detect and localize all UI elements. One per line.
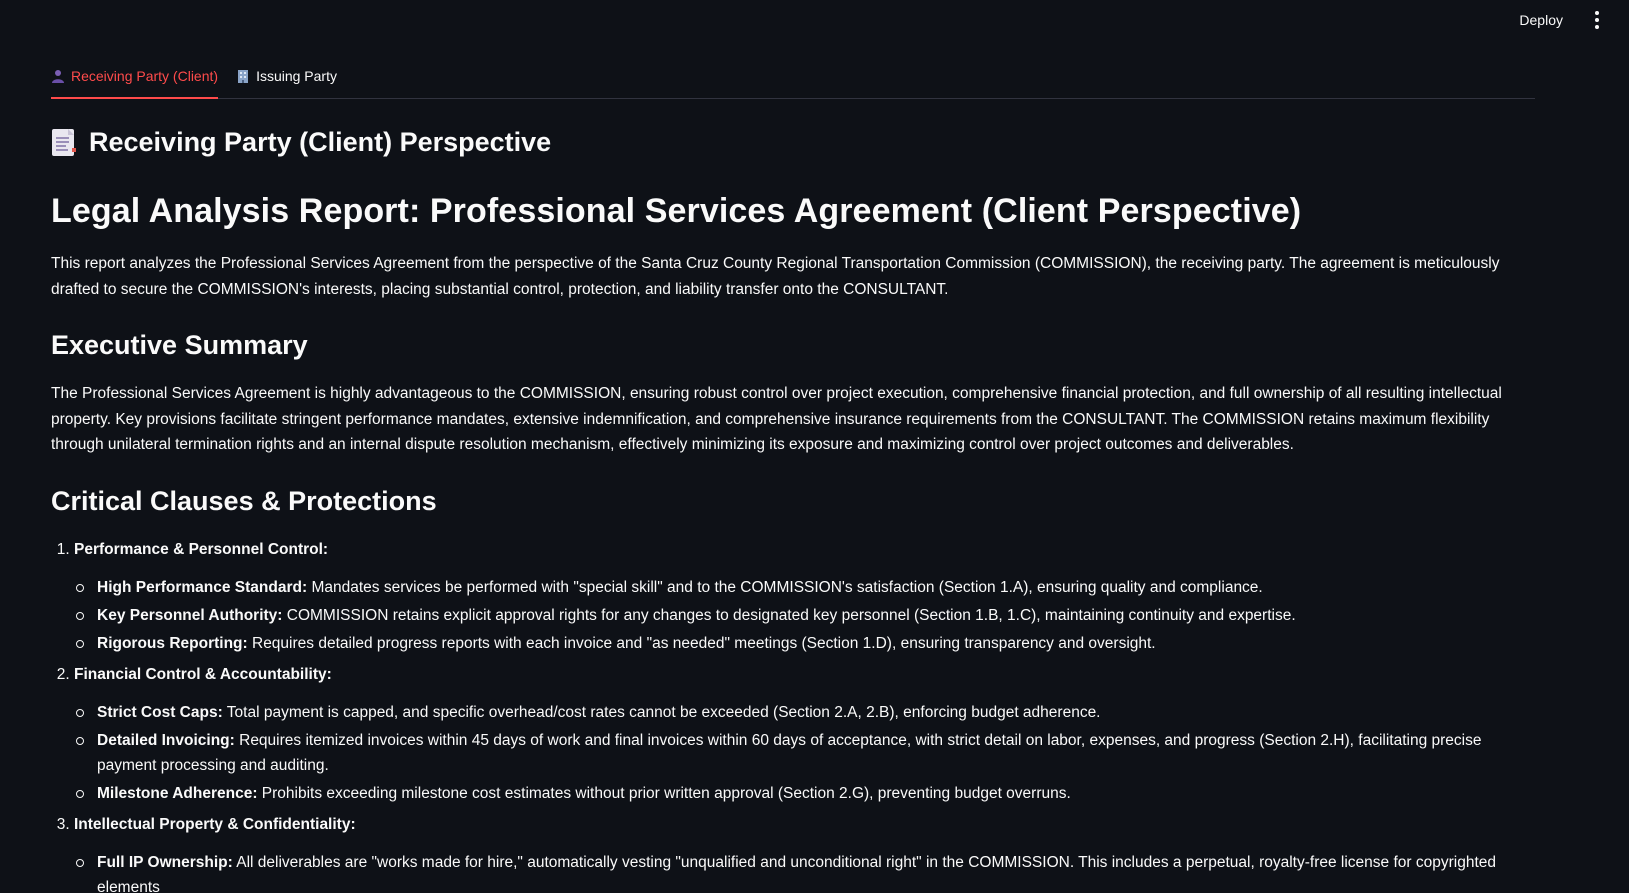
clauses-list: Performance & Personnel Control: High Pe…	[51, 537, 1535, 893]
perspective-title: Receiving Party (Client) Perspective	[89, 127, 552, 157]
item-text: COMMISSION retains explicit approval rig…	[282, 606, 1296, 624]
building-icon	[238, 70, 249, 83]
perspective-header: Receiving Party (Client) Perspective	[51, 127, 1535, 158]
tab-receiving-party[interactable]: Receiving Party (Client)	[51, 68, 219, 99]
menu-dot	[1595, 18, 1599, 22]
item-label: Detailed Invoicing:	[97, 731, 235, 749]
list-item: Key Personnel Authority: COMMISSION reta…	[74, 603, 1535, 628]
top-toolbar: Deploy	[0, 0, 1629, 40]
list-item: Strict Cost Caps: Total payment is cappe…	[74, 700, 1535, 725]
person-icon	[52, 70, 64, 83]
clause-title: Financial Control & Accountability:	[74, 665, 332, 683]
deploy-button[interactable]: Deploy	[1513, 8, 1569, 32]
item-label: Strict Cost Caps:	[97, 703, 223, 721]
list-item: Detailed Invoicing: Requires itemized in…	[74, 728, 1535, 778]
item-label: Key Personnel Authority:	[97, 606, 283, 624]
executive-summary-text: The Professional Services Agreement is h…	[51, 385, 1502, 453]
clause-sublist: Strict Cost Caps: Total payment is cappe…	[74, 700, 1535, 806]
clause-item: Intellectual Property & Confidentiality:…	[74, 812, 1535, 893]
clause-item: Performance & Personnel Control: High Pe…	[74, 537, 1535, 656]
tab-bar: Receiving Party (Client) Issuing Party	[51, 56, 1535, 99]
clause-item: Financial Control & Accountability: Stri…	[74, 662, 1535, 806]
menu-dot	[1595, 11, 1599, 15]
clause-sublist: High Performance Standard: Mandates serv…	[74, 575, 1535, 656]
clause-sublist: Full IP Ownership: All deliverables are …	[74, 850, 1535, 893]
item-text: Total payment is capped, and specific ov…	[222, 703, 1101, 721]
item-label: Rigorous Reporting:	[97, 634, 248, 652]
critical-clauses-heading: Critical Clauses & Protections	[51, 485, 437, 516]
clause-title: Intellectual Property & Confidentiality:	[74, 815, 356, 833]
item-text: Mandates services be performed with "spe…	[307, 578, 1263, 596]
tab-label: Issuing Party	[256, 68, 337, 84]
list-item: Full IP Ownership: All deliverables are …	[74, 850, 1535, 893]
item-label: High Performance Standard:	[97, 578, 308, 596]
clause-title: Performance & Personnel Control:	[74, 540, 329, 558]
menu-dot	[1595, 25, 1599, 29]
kebab-menu-icon[interactable]	[1591, 7, 1603, 33]
item-text: All deliverables are "works made for hir…	[97, 853, 1497, 893]
item-text: Prohibits exceeding milestone cost estim…	[257, 784, 1071, 802]
tab-label: Receiving Party (Client)	[71, 68, 219, 84]
report-intro: This report analyzes the Professional Se…	[51, 255, 1500, 298]
list-item: Rigorous Reporting: Requires detailed pr…	[74, 631, 1535, 656]
list-item: Milestone Adherence: Prohibits exceeding…	[74, 781, 1535, 806]
main-content: Receiving Party (Client) Issuing Party	[51, 56, 1535, 893]
item-text: Requires detailed progress reports with …	[247, 634, 1156, 652]
item-text: Requires itemized invoices within 45 day…	[97, 731, 1482, 774]
tab-issuing-party[interactable]: Issuing Party	[236, 68, 337, 99]
report-title: Legal Analysis Report: Professional Serv…	[51, 192, 1302, 230]
executive-summary-heading: Executive Summary	[51, 330, 308, 360]
item-label: Milestone Adherence:	[97, 784, 258, 802]
list-item: High Performance Standard: Mandates serv…	[74, 575, 1535, 600]
document-icon	[52, 128, 76, 156]
item-label: Full IP Ownership:	[97, 853, 233, 871]
